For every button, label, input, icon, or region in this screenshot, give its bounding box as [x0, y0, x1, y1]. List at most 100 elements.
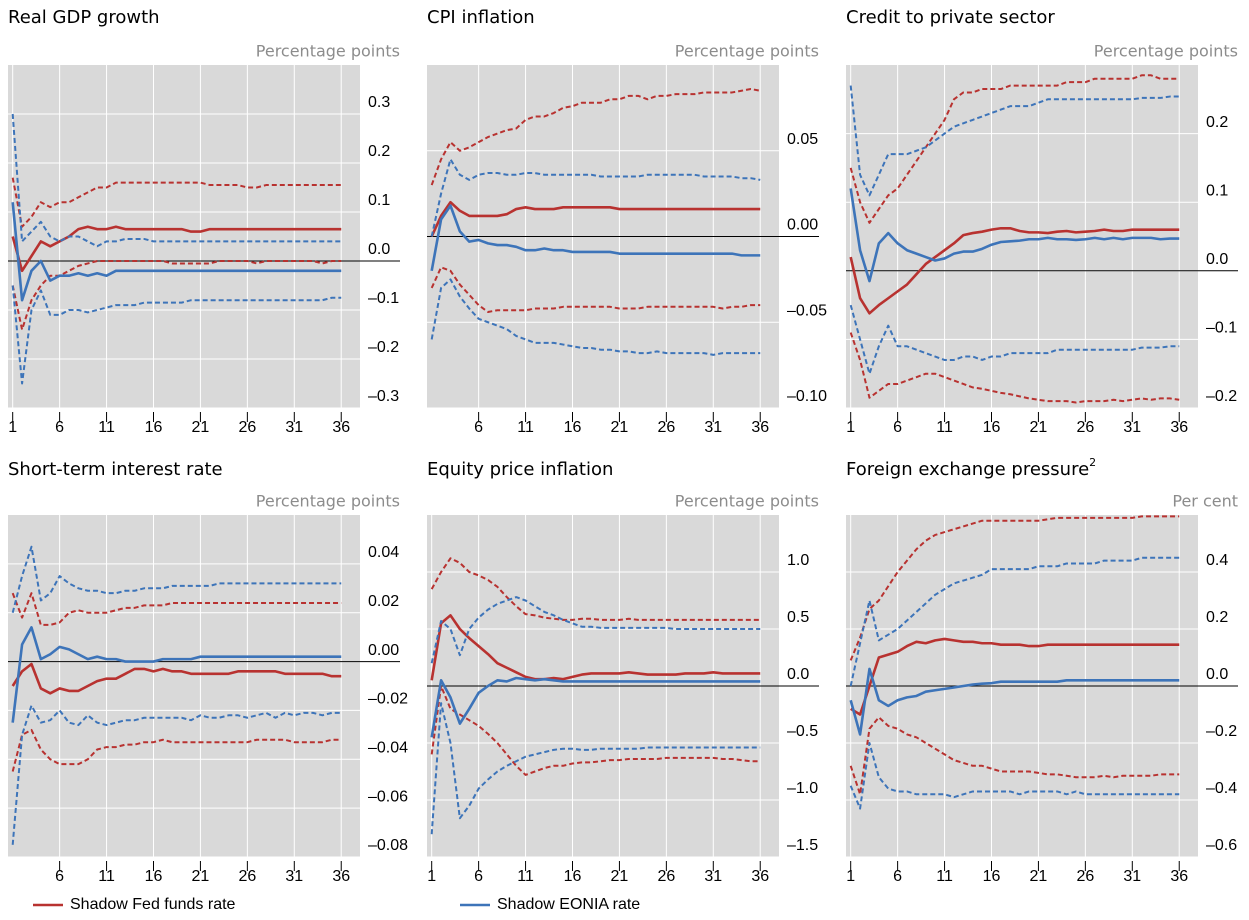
- series-line: [430, 614, 761, 681]
- x-tick-label: 21: [1030, 868, 1048, 885]
- y-tick-label: 0.04: [368, 544, 399, 561]
- series-line: [11, 202, 342, 302]
- band-line: [430, 88, 761, 186]
- y-tick-label: 0.02: [368, 593, 399, 610]
- x-tick-label: 36: [332, 419, 350, 436]
- y-tick-label: 0.0: [368, 241, 390, 258]
- y-tick-label: 1.0: [787, 552, 809, 569]
- x-tick-label: 31: [1123, 868, 1141, 885]
- y-tick-label: 0.5: [787, 609, 809, 626]
- x-tick-label: 6: [893, 868, 902, 885]
- x-tick-label: 16: [983, 419, 1001, 436]
- x-tick-label: 36: [751, 868, 769, 885]
- y-tick-label: –0.06: [368, 788, 408, 805]
- y-tick-label: 0.1: [1206, 182, 1228, 199]
- band-line: [849, 304, 1180, 375]
- y-tick-label: 0.05: [787, 131, 818, 148]
- x-tick-label: 1: [846, 868, 855, 885]
- x-tick-label: 6: [55, 419, 64, 436]
- band-line: [430, 278, 761, 356]
- y-tick-label: 0.00: [787, 217, 818, 234]
- chart-title: Short-term interest rate: [8, 459, 223, 480]
- x-tick-label: 6: [474, 419, 483, 436]
- series-line: [849, 188, 1180, 283]
- band-line: [11, 113, 342, 248]
- x-tick-label: 36: [1170, 868, 1188, 885]
- x-tick-label: 31: [704, 419, 722, 436]
- title-text: Short-term interest rate: [8, 459, 223, 480]
- y-tick-label: 0.3: [368, 94, 390, 111]
- units-label: Per cent: [1172, 492, 1238, 511]
- band-line: [11, 177, 342, 228]
- band-line: [430, 158, 761, 237]
- y-tick-label: –0.1: [368, 290, 399, 307]
- series-line: [430, 204, 761, 272]
- y-tick-label: –0.10: [787, 388, 827, 405]
- x-tick-label: 11: [98, 868, 115, 885]
- x-tick-label: 21: [611, 868, 629, 885]
- y-tick-label: 0.0: [787, 666, 809, 683]
- x-tick-label: 36: [1170, 419, 1188, 436]
- x-tick-label: 1: [8, 419, 17, 436]
- y-tick-label: –0.05: [787, 302, 827, 319]
- title-text: Equity price inflation: [427, 459, 613, 480]
- x-tick-label: 6: [893, 419, 902, 436]
- legend-label: Shadow Fed funds rate: [70, 896, 236, 913]
- band-line: [11, 545, 342, 613]
- series-line: [11, 662, 342, 695]
- y-tick-label: –0.4: [1206, 780, 1237, 797]
- band-line: [11, 285, 342, 385]
- title-text: CPI inflation: [427, 7, 535, 28]
- y-tick-label: 0.0: [1206, 666, 1228, 683]
- x-tick-label: 11: [517, 419, 534, 436]
- x-tick-label: 16: [983, 868, 1001, 885]
- y-tick-label: 0.2: [1206, 114, 1228, 131]
- x-tick-label: 6: [55, 868, 64, 885]
- band-line: [849, 332, 1180, 404]
- units-label: Percentage points: [256, 42, 400, 61]
- chart-title: Real GDP growth: [8, 7, 160, 28]
- x-tick-label: 26: [657, 419, 675, 436]
- y-tick-label: –0.3: [368, 388, 399, 405]
- x-tick-label: 11: [936, 419, 953, 436]
- y-tick-label: –0.2: [368, 339, 399, 356]
- plot-area: [8, 515, 360, 857]
- x-tick-label: 11: [936, 868, 953, 885]
- x-tick-label: 26: [238, 419, 256, 436]
- title-text: Foreign exchange pressure: [846, 459, 1089, 480]
- x-tick-label: 26: [1076, 419, 1094, 436]
- x-tick-label: 16: [564, 868, 582, 885]
- units-label: Percentage points: [256, 492, 400, 511]
- legend-label: Shadow EONIA rate: [497, 896, 640, 913]
- x-tick-label: 16: [145, 868, 163, 885]
- x-tick-label: 26: [238, 868, 256, 885]
- y-tick-label: –0.6: [1206, 837, 1237, 854]
- x-tick-label: 21: [611, 419, 629, 436]
- x-tick-label: 11: [98, 419, 115, 436]
- x-tick-label: 36: [751, 419, 769, 436]
- chart-title: Foreign exchange pressure2: [846, 456, 1096, 480]
- y-tick-label: 0.1: [368, 192, 390, 209]
- title-text: Real GDP growth: [8, 7, 160, 28]
- x-tick-label: 16: [564, 419, 582, 436]
- x-tick-label: 31: [1123, 419, 1141, 436]
- x-tick-label: 31: [285, 419, 303, 436]
- series-line: [430, 200, 761, 238]
- chart-title: Credit to private sector: [846, 7, 1055, 28]
- plot-area: [846, 65, 1198, 408]
- y-tick-label: –1.0: [787, 780, 818, 797]
- x-tick-label: 21: [192, 419, 210, 436]
- units-label: Percentage points: [675, 492, 819, 511]
- x-tick-label: 11: [517, 868, 534, 885]
- y-tick-label: –1.5: [787, 837, 818, 854]
- band-line: [430, 557, 761, 621]
- band-line: [849, 716, 1180, 796]
- chart-title: Equity price inflation: [427, 459, 613, 480]
- band-line: [430, 596, 761, 664]
- x-tick-label: 26: [1076, 868, 1094, 885]
- x-tick-label: 1: [427, 868, 436, 885]
- series-line: [849, 226, 1180, 315]
- series-line: [849, 667, 1180, 736]
- y-tick-label: –0.1: [1206, 320, 1237, 337]
